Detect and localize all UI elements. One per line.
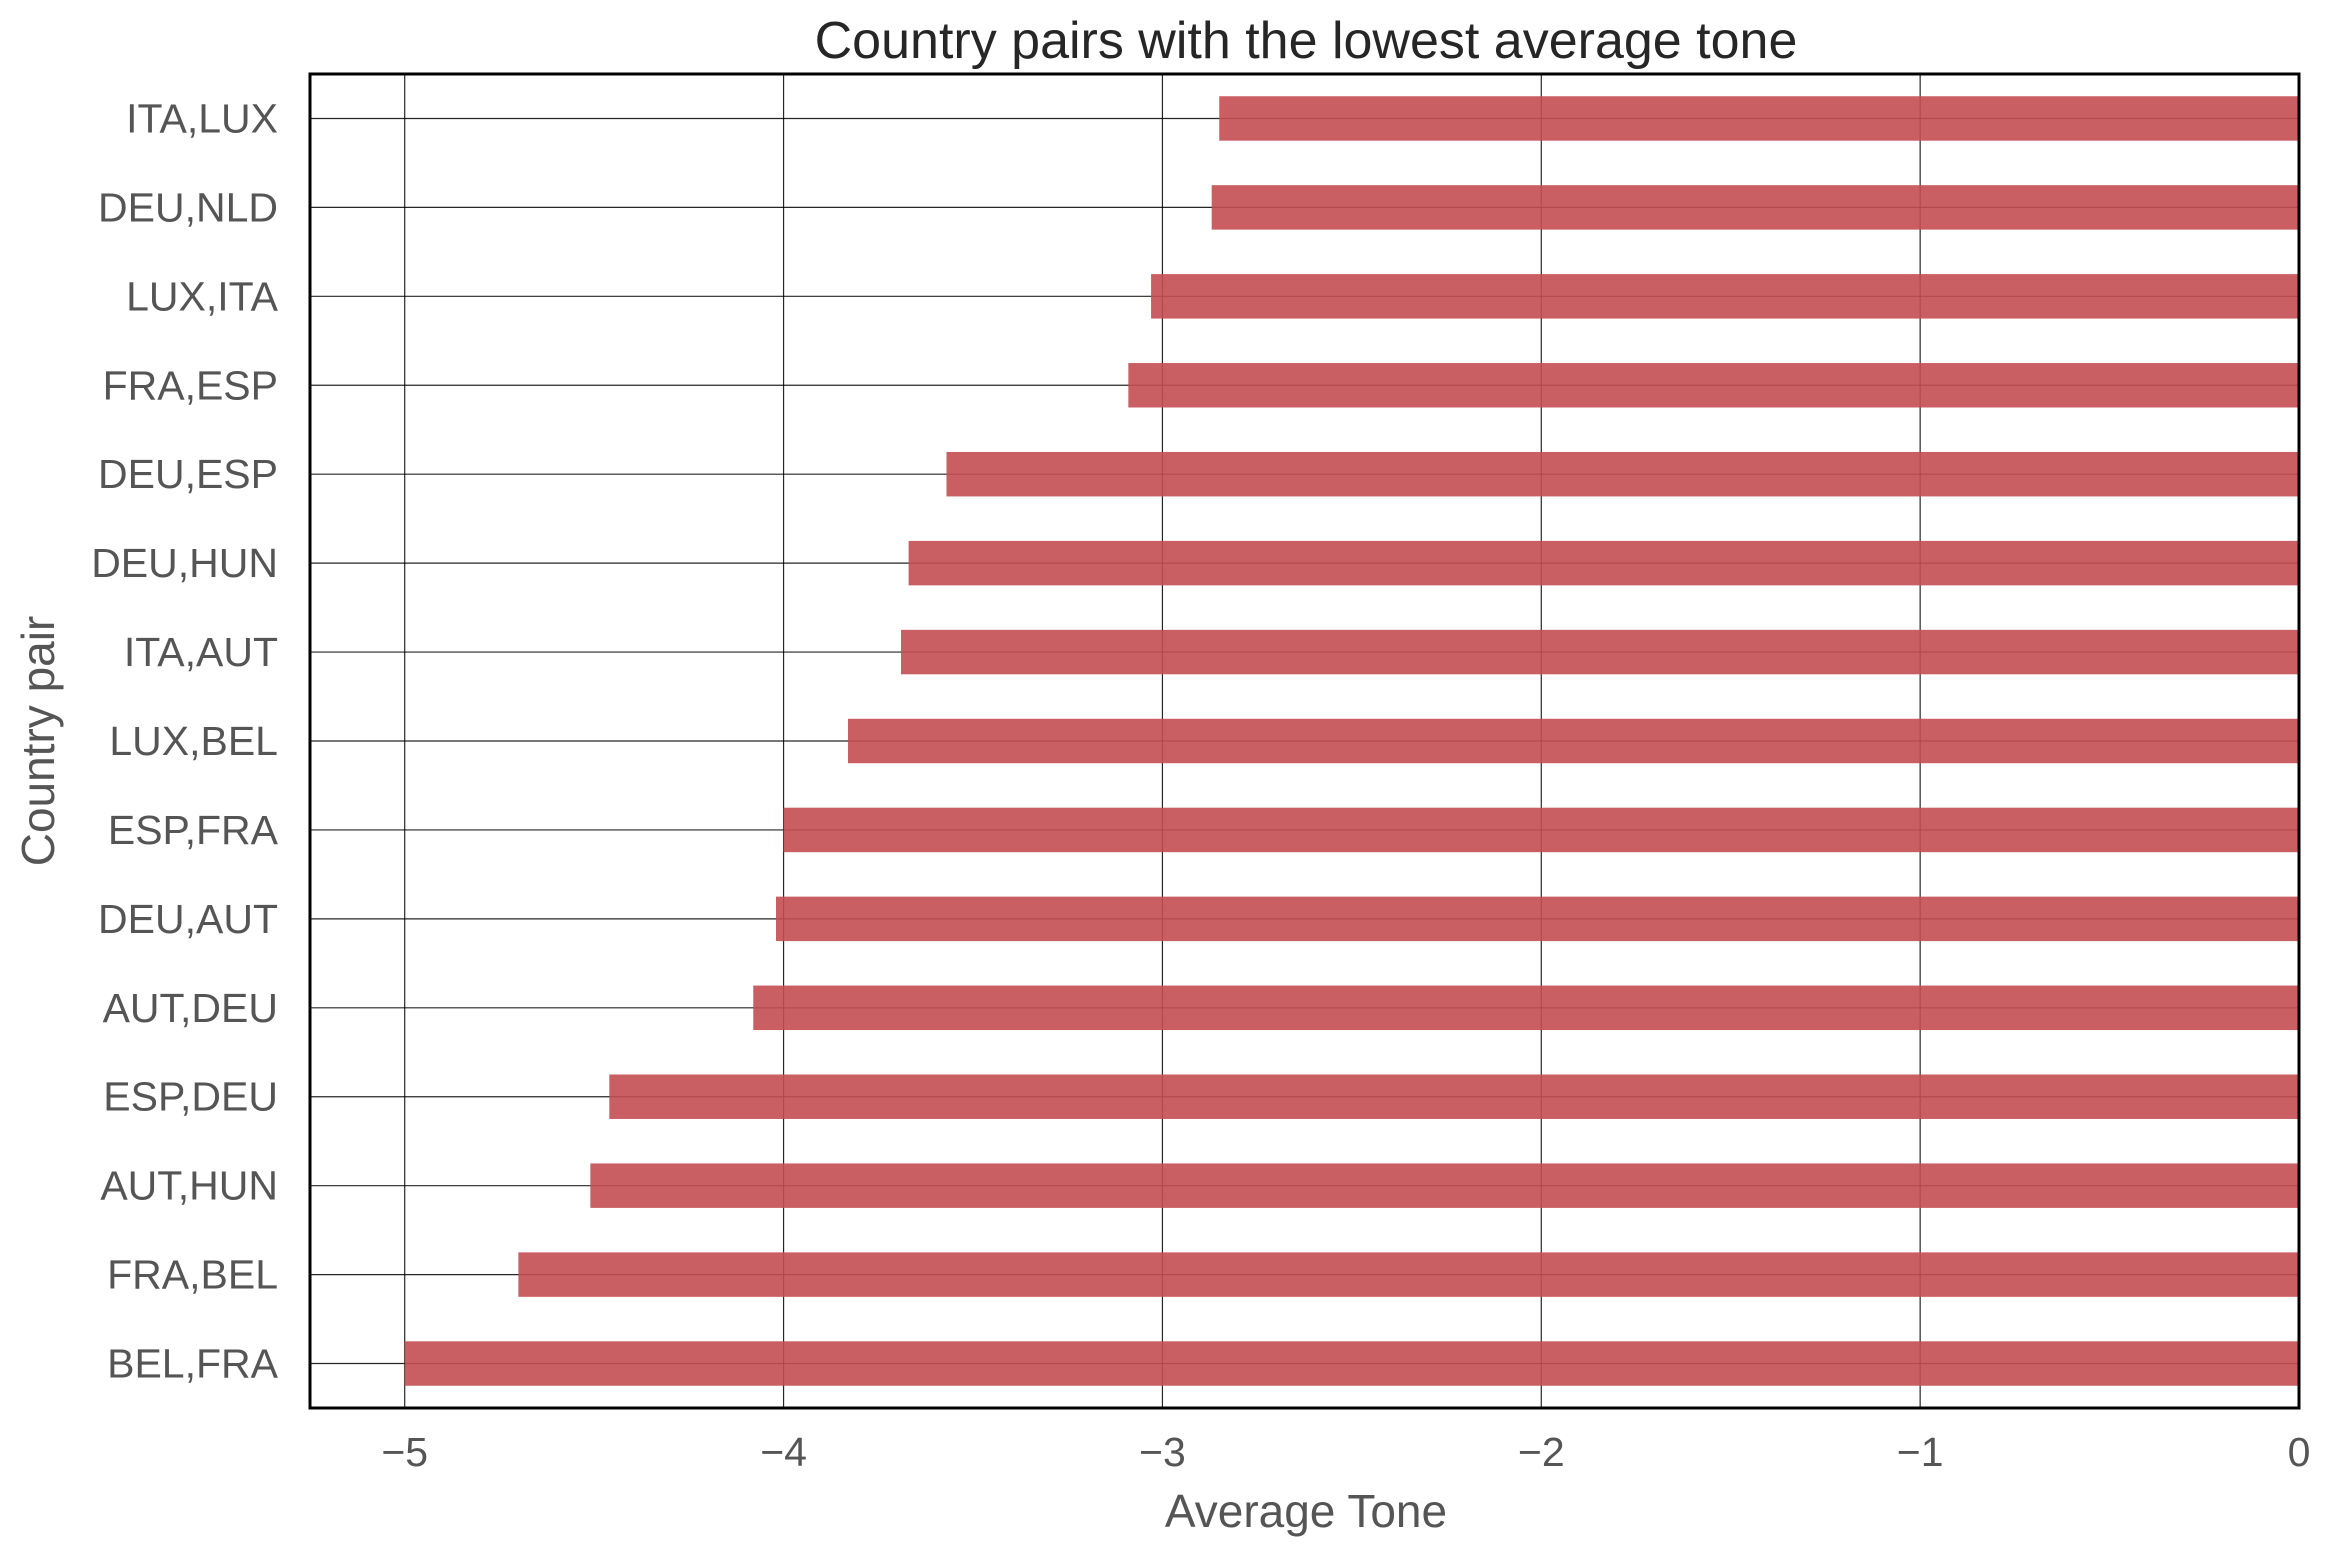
y-tick-label: AUT,HUN [100, 1163, 278, 1209]
bar [1151, 274, 2299, 319]
y-tick-labels: ITA,LUX DEU,NLD LUX,ITA FRA,ESP DEU,ESP DEU,H… [91, 95, 278, 1386]
x-tick-label: −2 [1518, 1429, 1565, 1475]
y-tick-label: BEL,FRA [107, 1341, 279, 1387]
bar [609, 1074, 2299, 1119]
bar [775, 896, 2299, 942]
x-tick-label: −1 [1897, 1429, 1944, 1475]
bar [946, 451, 2299, 497]
y-tick-label: DEU,AUT [98, 896, 278, 942]
y-tick-label: AUT,DEU [103, 985, 278, 1031]
bar [1128, 363, 2299, 408]
bar [783, 807, 2299, 853]
x-tick-label: −3 [1139, 1429, 1186, 1475]
bar [1219, 96, 2299, 141]
x-tick-label: −5 [381, 1429, 428, 1475]
bar [753, 985, 2299, 1031]
bar [1211, 185, 2299, 230]
plot-frame [308, 72, 2301, 1410]
y-tick-label: LUX,ITA [126, 273, 279, 319]
y-tick-label: DEU,NLD [98, 184, 278, 230]
x-tick-labels: −5 −4 −3 −2 −1 0 [381, 1429, 2310, 1475]
bar [901, 629, 2300, 675]
bar [847, 718, 2299, 764]
y-tick-label: FRA,ESP [103, 362, 278, 408]
bars [404, 96, 2300, 1386]
y-tick-label: DEU,HUN [91, 540, 278, 586]
bar [590, 1163, 2300, 1208]
y-axis-label: Country pair [12, 616, 64, 867]
y-tick-label: ESP,FRA [108, 807, 279, 853]
bar [404, 1341, 2299, 1386]
y-tick-label: ITA,LUX [126, 95, 278, 141]
y-tick-label: FRA,BEL [107, 1252, 278, 1298]
y-tick-label: LUX,BEL [109, 718, 278, 764]
x-tick-label: 0 [2288, 1429, 2311, 1475]
bar [908, 540, 2300, 586]
x-tick-label: −4 [760, 1429, 807, 1475]
chart-title: Country pairs with the lowest average to… [815, 12, 1798, 70]
y-tick-label: ITA,AUT [124, 629, 278, 675]
bar [518, 1252, 2300, 1297]
y-tick-label: ESP,DEU [103, 1074, 278, 1120]
x-axis-label: Average Tone [1165, 1485, 1447, 1537]
y-tick-label: DEU,ESP [98, 451, 278, 497]
